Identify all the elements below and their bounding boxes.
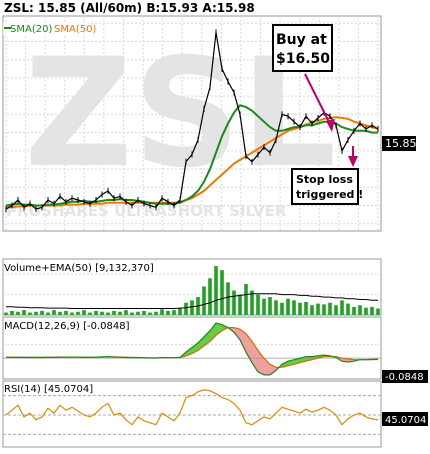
volume-bar — [172, 310, 176, 315]
volume-bar — [226, 282, 230, 315]
volume-bar — [274, 300, 278, 315]
volume-bar — [178, 308, 182, 315]
sma50-legend: SMA(50) — [54, 24, 96, 35]
macd-last-label: -0.0848 — [385, 372, 424, 383]
volume-bar — [256, 295, 260, 315]
rsi-last-label: 45.0704 — [385, 415, 426, 426]
volume-bar — [232, 291, 236, 315]
volume-bar — [334, 305, 338, 315]
volume-bar — [244, 284, 248, 315]
volume-bar — [58, 312, 62, 315]
volume-bar — [106, 313, 110, 315]
volume-bar — [310, 305, 314, 315]
volume-bar — [124, 310, 128, 315]
volume-bar — [322, 304, 326, 315]
volume-bar — [262, 299, 266, 315]
volume-bar — [52, 310, 56, 315]
volume-bar — [340, 300, 344, 315]
volume-bar — [22, 310, 26, 315]
volume-bar — [166, 311, 170, 315]
volume-bar — [82, 310, 86, 315]
volume-bar — [16, 312, 20, 315]
volume-bar — [328, 303, 332, 315]
stop-annotation-line2: triggered ! — [296, 188, 363, 201]
rsi-title: RSI(14) [45.0704] — [4, 384, 93, 395]
volume-bar — [28, 313, 32, 315]
volume-bar — [238, 295, 242, 315]
buy-annotation-line2: $16.50 — [276, 51, 330, 67]
macd-title: MACD(12,26,9) [-0.0848] — [4, 321, 130, 332]
volume-bar — [208, 278, 212, 315]
quote-title: ZSL: 15.85 (All/60m) B:15.93 A:15.98 — [4, 1, 255, 15]
volume-bar — [352, 307, 356, 315]
volume-bar — [148, 313, 152, 315]
volume-bar — [202, 286, 206, 315]
volume-bar — [370, 307, 374, 315]
volume-bar — [118, 312, 122, 315]
volume-bar — [286, 299, 290, 315]
volume-bar — [64, 311, 68, 315]
volume-bar — [34, 312, 38, 315]
volume-title: Volume+EMA(50) [9,132,370] — [4, 263, 154, 274]
volume-bar — [94, 311, 98, 315]
volume-bar — [358, 305, 362, 315]
volume-bar — [364, 308, 368, 315]
volume-bar — [292, 300, 296, 315]
volume-bar — [70, 313, 74, 315]
volume-bar — [316, 304, 320, 315]
volume-bar — [346, 304, 350, 315]
volume-bar — [142, 311, 146, 315]
volume-bar — [268, 297, 272, 315]
rsi-panel: 45.0704 RSI(14) [45.0704] — [3, 381, 428, 447]
volume-bar — [40, 311, 44, 315]
volume-bar — [154, 312, 158, 315]
volume-bar — [298, 303, 302, 315]
macd-panel: -0.0848 MACD(12,26,9) [-0.0848] — [3, 317, 428, 383]
volume-panel: Volume+EMA(50) [9,132,370] — [3, 259, 381, 315]
last-price-label: 15.85 — [385, 137, 417, 150]
volume-bar — [220, 270, 224, 315]
volume-bar — [280, 303, 284, 315]
volume-bar — [130, 313, 134, 315]
volume-bar — [88, 313, 92, 315]
price-panel: ZSL PROSHARES ULTRASHORT SILVER 15.85 ZS… — [3, 1, 417, 231]
volume-bar — [160, 309, 164, 315]
volume-bar — [100, 312, 104, 315]
volume-bar — [76, 312, 80, 315]
volume-bar — [214, 266, 218, 315]
volume-bar — [4, 313, 8, 315]
volume-bar — [184, 303, 188, 315]
volume-bar — [10, 311, 14, 315]
volume-bar — [304, 302, 308, 315]
volume-bar — [112, 311, 116, 315]
stop-annotation-line1: Stop loss — [296, 173, 353, 186]
volume-bar — [190, 300, 194, 315]
volume-bar — [136, 312, 140, 315]
volume-bar — [46, 313, 50, 315]
sma20-legend: SMA(20) — [10, 24, 52, 35]
volume-bar — [376, 308, 380, 315]
buy-annotation-line1: Buy at — [276, 32, 327, 48]
